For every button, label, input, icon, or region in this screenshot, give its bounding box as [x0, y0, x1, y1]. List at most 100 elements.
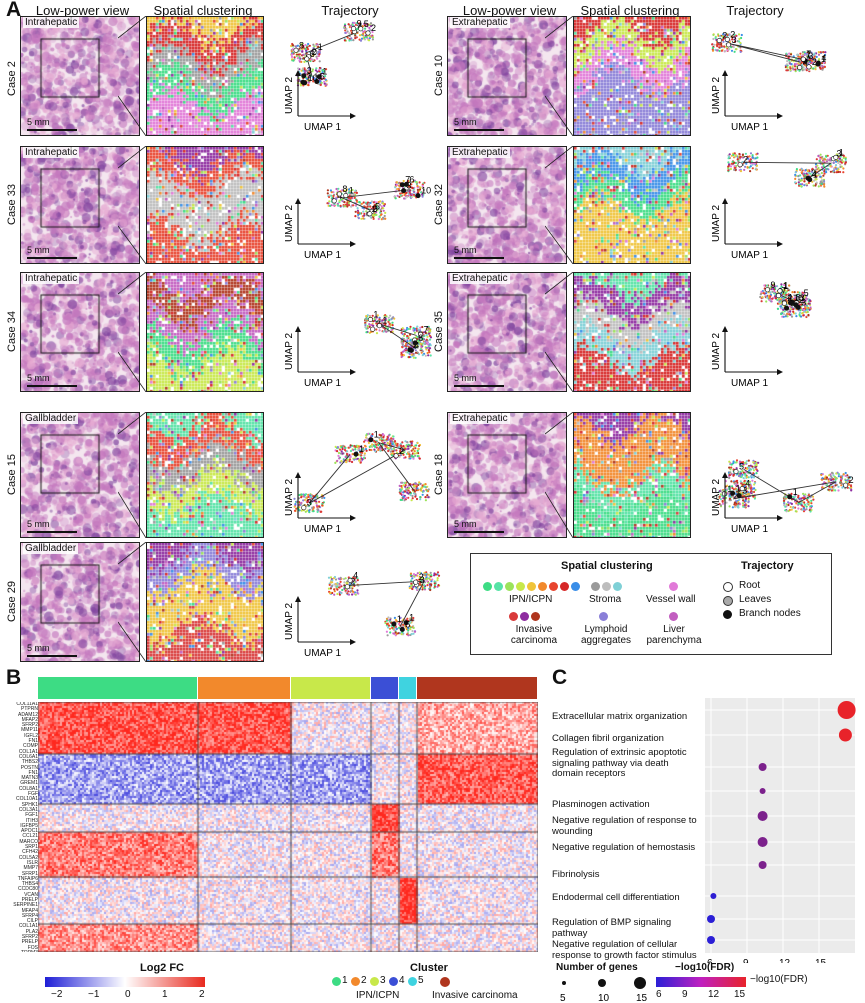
node-label: 5	[320, 72, 325, 82]
umap-point	[728, 491, 731, 494]
umap-point	[740, 33, 743, 37]
scale-bar	[27, 655, 77, 657]
umap-point	[334, 461, 337, 464]
umap-point	[788, 508, 791, 512]
umap-point	[356, 457, 359, 460]
umap-point	[822, 180, 826, 183]
umap-point	[731, 38, 734, 41]
gene-label: COL8A1	[18, 785, 38, 792]
umap-point	[354, 37, 357, 40]
node-label: 1	[783, 281, 788, 291]
umap-point	[732, 488, 735, 491]
umap-point	[393, 616, 396, 619]
umap-point	[718, 495, 721, 498]
umap-point	[817, 53, 821, 56]
umap-point	[807, 494, 810, 497]
umap-point	[759, 293, 762, 296]
gene-label: MFAP4	[21, 907, 38, 914]
node-label: 6	[409, 174, 414, 184]
umap-point	[792, 310, 795, 313]
umap-point	[418, 444, 421, 447]
umap-point	[300, 43, 303, 46]
umap-point	[795, 502, 798, 505]
umap-point	[338, 578, 342, 581]
umap-point	[375, 201, 378, 204]
umap-point	[816, 164, 819, 167]
size-legend-dot	[562, 981, 566, 985]
trajectory-node	[806, 64, 812, 70]
umap-point	[350, 205, 353, 208]
umap-point	[808, 302, 811, 305]
umap-point	[409, 325, 412, 328]
umap-point	[356, 589, 359, 592]
umap-point	[721, 38, 724, 42]
umap-point	[328, 200, 331, 203]
node-label: 3	[407, 181, 412, 191]
umap-point	[392, 435, 395, 438]
umap-point	[343, 581, 346, 584]
umap-point	[760, 290, 763, 293]
umap-point	[413, 630, 417, 633]
legend-swatch	[602, 582, 611, 591]
umap-point	[770, 300, 773, 303]
umap-point	[730, 473, 733, 476]
umap-point	[316, 57, 319, 60]
umap-point	[800, 315, 803, 318]
umap-point	[311, 76, 315, 79]
node-label: 1	[793, 487, 798, 497]
umap-point	[755, 463, 758, 467]
umap-point	[799, 168, 802, 171]
umap-point	[318, 78, 321, 81]
umap-point	[790, 502, 793, 505]
umap-point	[327, 587, 331, 590]
umap-point	[805, 69, 808, 72]
umap-point	[400, 452, 403, 455]
trajectory-node	[368, 437, 374, 443]
umap-point	[416, 344, 419, 347]
umap-point	[409, 491, 412, 494]
case-label: Case 33	[6, 184, 18, 225]
umap-point	[711, 43, 714, 46]
umap-point	[835, 472, 838, 475]
umap-point	[423, 584, 426, 587]
umap-point	[736, 483, 739, 486]
umap-point	[813, 179, 816, 182]
umap-point	[401, 332, 404, 336]
umap-point	[734, 48, 737, 51]
umap-point	[338, 199, 341, 202]
umap-point	[430, 583, 433, 586]
umap-point	[312, 78, 315, 81]
umap-point	[787, 501, 790, 504]
umap-point	[815, 158, 818, 161]
umap-point	[778, 300, 781, 303]
case-label: Case 32	[433, 184, 445, 225]
node-label: 8	[342, 184, 347, 194]
umap-point	[410, 183, 413, 186]
umap-point	[404, 484, 407, 487]
umap-point	[430, 580, 433, 583]
umap-point	[794, 181, 797, 184]
trajectory-node	[336, 191, 342, 197]
umap-point	[371, 24, 374, 27]
umap-point	[312, 47, 315, 50]
umap-point	[797, 181, 800, 184]
umap-point	[325, 84, 328, 87]
go-dot	[837, 701, 856, 719]
umap-point	[829, 170, 832, 173]
umap-point	[295, 55, 298, 58]
umap-point	[416, 184, 419, 188]
umap-point	[344, 446, 347, 449]
umap-point	[782, 292, 785, 295]
umap-point	[329, 189, 332, 192]
node-label: 2	[419, 572, 424, 582]
umap-point	[792, 506, 795, 509]
umap-point	[341, 452, 344, 455]
umap-point	[753, 162, 756, 165]
umap-point	[344, 205, 347, 208]
umap-point	[344, 31, 347, 34]
umap-point	[410, 449, 413, 452]
gene-label: COL1A1	[18, 748, 38, 755]
umap-point	[420, 489, 423, 492]
umap-point	[803, 503, 807, 506]
